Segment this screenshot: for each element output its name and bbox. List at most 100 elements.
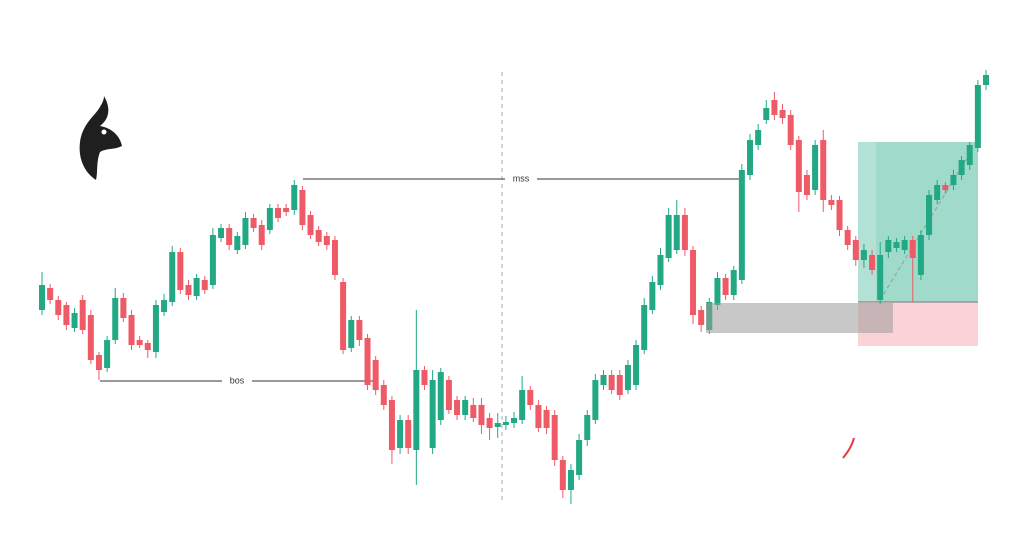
- candle-body: [380, 385, 387, 405]
- candle-body: [47, 288, 54, 300]
- candle-body: [698, 310, 705, 325]
- candle-body: [185, 285, 192, 295]
- candle-body: [584, 415, 591, 440]
- candle-body: [218, 228, 225, 238]
- candle-body: [641, 305, 648, 350]
- candle-body: [470, 405, 477, 418]
- red-stroke: [842, 437, 855, 459]
- candle-body: [763, 108, 770, 120]
- candle-body: [144, 343, 151, 350]
- candle-body: [852, 240, 859, 260]
- candle-body: [681, 215, 688, 250]
- logo-shape: [79, 96, 122, 180]
- candle-body: [934, 185, 941, 200]
- candle-body: [356, 320, 363, 340]
- candle-body: [169, 252, 176, 302]
- candle-body: [974, 85, 981, 148]
- logo-eye: [101, 129, 107, 135]
- candle-body: [942, 185, 949, 190]
- candle-body: [779, 110, 786, 118]
- candle-body: [755, 130, 762, 145]
- candle-body: [104, 340, 111, 368]
- candle-body: [152, 305, 159, 352]
- candle-body: [250, 218, 257, 228]
- logo: [79, 96, 122, 180]
- candle-body: [877, 255, 884, 300]
- candle-body: [437, 372, 444, 420]
- candle-body: [299, 190, 306, 225]
- candle-body: [315, 230, 322, 242]
- candle-body: [747, 140, 753, 175]
- candle-body: [494, 423, 501, 427]
- candle-body: [242, 218, 249, 245]
- candle-body: [63, 305, 70, 325]
- candle-body: [543, 410, 550, 428]
- candle-body: [885, 240, 892, 252]
- candle-body: [844, 230, 851, 245]
- candle-body: [95, 355, 102, 370]
- candle-body: [454, 400, 461, 415]
- candles: [39, 70, 989, 504]
- candle-body: [405, 420, 412, 448]
- candle-body: [738, 170, 745, 280]
- candle-body: [331, 240, 338, 275]
- candle-body: [665, 215, 672, 258]
- candle-body: [421, 370, 428, 385]
- candle-body: [576, 440, 583, 475]
- candle-body: [201, 280, 208, 290]
- candle-body: [340, 282, 347, 350]
- mss-label: mss: [513, 173, 530, 183]
- candle-body: [820, 140, 827, 200]
- candle-body: [983, 75, 989, 85]
- candle-body: [266, 208, 273, 230]
- candle-body: [209, 235, 216, 285]
- candle-body: [722, 278, 729, 295]
- candle-body: [787, 115, 794, 145]
- candle-body: [926, 195, 933, 235]
- candle-body: [388, 400, 395, 450]
- candle-body: [893, 242, 900, 248]
- candle-body: [397, 420, 404, 448]
- candle-body: [869, 255, 876, 270]
- candle-body: [917, 235, 924, 275]
- candle-body: [234, 236, 241, 250]
- candle-body: [714, 278, 721, 305]
- candle-body: [567, 470, 574, 490]
- candle-body: [608, 375, 615, 390]
- candle-body: [730, 270, 737, 295]
- candle-body: [502, 422, 509, 425]
- candle-body: [275, 208, 281, 218]
- candle-body: [79, 300, 86, 330]
- candle-body: [478, 405, 485, 425]
- candle-body: [348, 320, 355, 348]
- candle-body: [616, 375, 623, 395]
- candle-body: [55, 300, 62, 315]
- candle-body: [283, 208, 290, 212]
- candle-body: [307, 215, 314, 235]
- candle-body: [112, 298, 119, 340]
- candle-body: [462, 400, 469, 415]
- candle-body: [600, 375, 607, 385]
- candle-body: [128, 315, 135, 345]
- candle-body: [527, 390, 534, 405]
- candle-body: [657, 255, 664, 285]
- candle-body: [828, 200, 835, 205]
- candle-body: [429, 380, 436, 448]
- candle-body: [958, 160, 965, 175]
- candle-body: [551, 415, 558, 460]
- candle-body: [511, 418, 517, 423]
- candle-body: [673, 215, 680, 250]
- candle-body: [519, 390, 526, 420]
- bos-label: bos: [230, 375, 245, 385]
- candle-body: [909, 240, 916, 258]
- candle-body: [649, 282, 656, 310]
- candle-body: [258, 225, 265, 245]
- candle-body: [901, 240, 908, 250]
- candle-body: [161, 300, 168, 312]
- candle-body: [950, 175, 957, 185]
- candle-body: [226, 228, 233, 245]
- candle-body: [323, 236, 330, 245]
- candle-body: [559, 460, 566, 490]
- candle-body: [633, 345, 640, 385]
